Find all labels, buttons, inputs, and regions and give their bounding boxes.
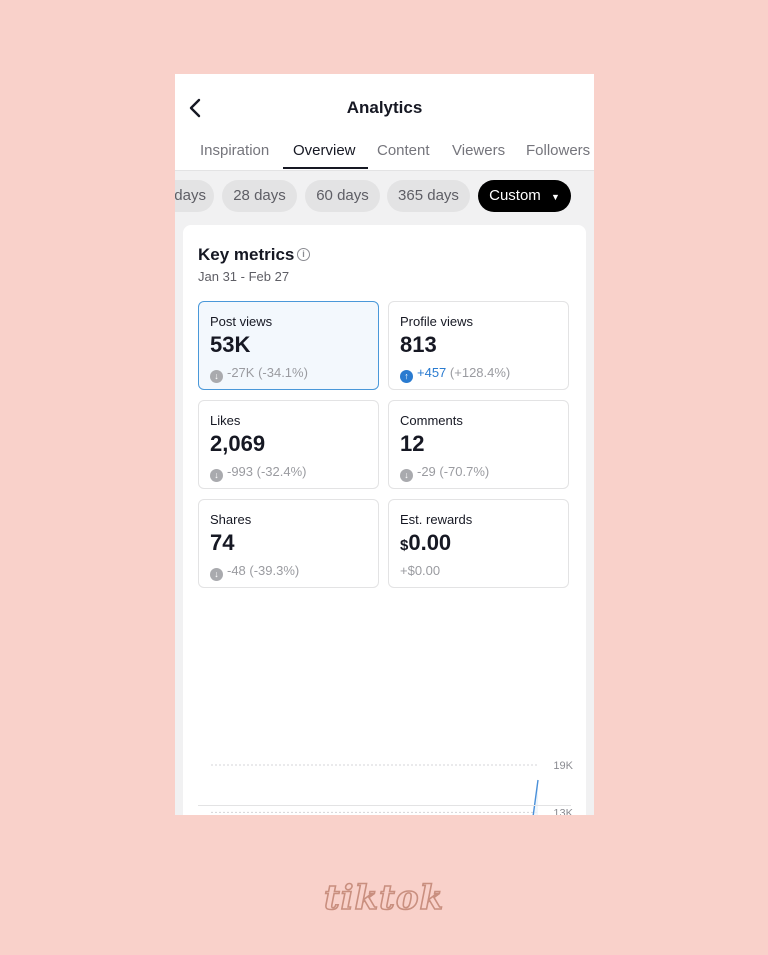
filter-custom-label: Custom: [489, 187, 541, 204]
header: Analytics: [175, 74, 594, 144]
filter-28-days[interactable]: 28 days: [222, 180, 297, 212]
series-area: [533, 780, 538, 815]
metric-change-text: -48 (-39.3%): [227, 563, 300, 578]
date-filter-bar: 7 days 28 days 60 days 365 days Custom ▼: [175, 180, 594, 214]
page-title: Analytics: [346, 98, 423, 117]
filter-365-days[interactable]: 365 days: [387, 180, 470, 212]
metric-est-rewards[interactable]: Est. rewards $0.00 +$0.00: [388, 499, 569, 588]
tab-bar: Inspiration Overview Content Viewers Fol…: [175, 138, 594, 171]
filter-60-days[interactable]: 60 days: [305, 180, 380, 212]
currency-symbol: $: [400, 537, 409, 554]
metric-change-pct: (+128.4%): [449, 365, 511, 380]
filter-custom[interactable]: Custom ▼: [478, 180, 571, 212]
metric-change-text: -29 (-70.7%): [417, 464, 490, 479]
divider: [198, 805, 571, 806]
metric-profile-views[interactable]: Profile views 813 ↑ +457 (+128.4%): [388, 301, 569, 390]
metric-change: ↓ -48 (-39.3%): [210, 563, 299, 581]
metric-value-number: 0.00: [408, 530, 452, 555]
arrow-down-icon: ↓: [210, 469, 223, 482]
caret-down-icon: ▼: [550, 192, 560, 202]
metric-change: ↑ +457 (+128.4%): [400, 365, 510, 383]
active-tab-indicator: [283, 167, 368, 169]
filter-7-days[interactable]: 7 days: [175, 180, 214, 212]
metric-label: Comments: [400, 413, 463, 428]
tiktok-logo: tiktok: [323, 877, 445, 919]
tab-followers[interactable]: Followers: [526, 142, 591, 159]
metric-value: 12: [400, 431, 425, 456]
metric-change: +$0.00: [400, 563, 440, 578]
metric-value: $0.00: [400, 530, 451, 556]
tab-viewers[interactable]: Viewers: [452, 142, 506, 159]
metric-post-views[interactable]: Post views 53K ↓ -27K (-34.1%): [198, 301, 379, 390]
metric-change: ↓ -27K (-34.1%): [210, 365, 308, 383]
arrow-up-icon: ↑: [400, 370, 413, 383]
y-tick-label: 19K: [553, 760, 573, 772]
metric-value: 813: [400, 332, 437, 357]
metric-change: ↓ -29 (-70.7%): [400, 464, 489, 482]
metric-change: ↓ -993 (-32.4%): [210, 464, 306, 482]
back-arrow-icon[interactable]: [186, 96, 206, 120]
y-tick-label: 13K: [553, 807, 573, 815]
tab-overview[interactable]: Overview: [293, 142, 356, 159]
date-range: Jan 31 - Feb 27: [198, 269, 290, 284]
metric-likes[interactable]: Likes 2,069 ↓ -993 (-32.4%): [198, 400, 379, 489]
info-icon[interactable]: i: [297, 248, 310, 261]
arrow-down-icon: ↓: [210, 370, 223, 383]
metric-change-text: -27K (-34.1%): [227, 365, 308, 380]
metric-change-text: -993 (-32.4%): [227, 464, 307, 479]
metric-value: 74: [210, 530, 235, 555]
metric-change-text: +457: [417, 365, 447, 380]
arrow-down-icon: ↓: [210, 568, 223, 581]
metric-comments[interactable]: Comments 12 ↓ -29 (-70.7%): [388, 400, 569, 489]
metric-value: 53K: [210, 332, 251, 357]
metric-label: Post views: [210, 314, 273, 329]
metric-label: Est. rewards: [400, 512, 473, 527]
metric-value: 2,069: [210, 431, 266, 456]
metric-label: Shares: [210, 512, 252, 527]
key-metrics-title: Key metrics: [198, 245, 295, 264]
metric-label: Likes: [210, 413, 241, 428]
tab-inspiration[interactable]: Inspiration: [200, 142, 270, 159]
series-line: [532, 779, 539, 815]
metric-shares[interactable]: Shares 74 ↓ -48 (-39.3%): [198, 499, 379, 588]
metric-label: Profile views: [400, 314, 473, 329]
tab-content[interactable]: Content: [377, 142, 430, 159]
metric-change-text: +$0.00: [400, 563, 441, 578]
app-screen: Analytics Inspiration Overview Content V…: [175, 74, 594, 815]
key-metrics-card: Key metrics i Jan 31 - Feb 27 Post views…: [183, 225, 586, 815]
arrow-down-icon: ↓: [400, 469, 413, 482]
